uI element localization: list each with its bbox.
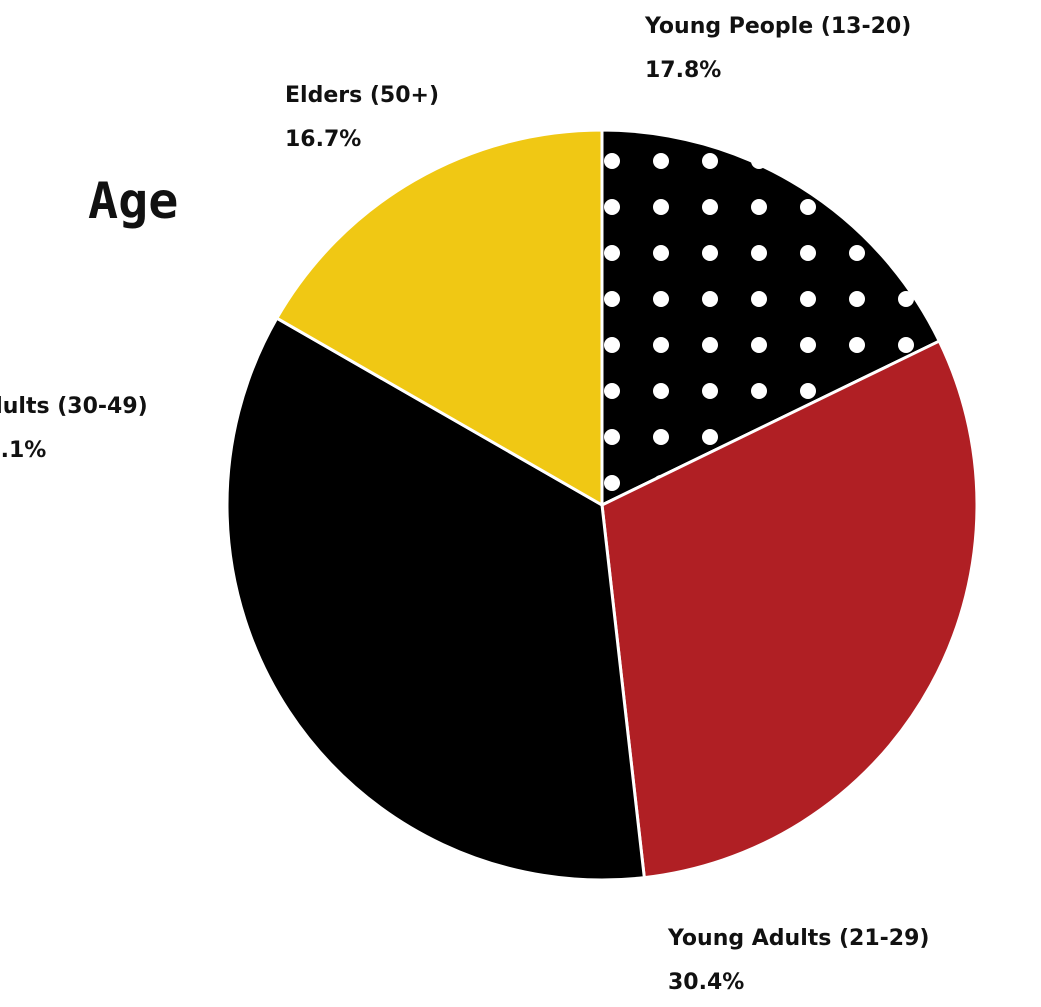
value-label: 16.7% bbox=[285, 127, 361, 152]
category-label: Young People (13-20) bbox=[644, 14, 911, 39]
value-label: 17.8% bbox=[645, 58, 721, 83]
value-label: 30.4% bbox=[668, 970, 744, 995]
chart: Age Young People (13-20) 17.8% Young Adult… bbox=[0, 0, 1041, 1007]
value-label: 35.1% bbox=[0, 438, 46, 463]
category-label: Elders (50+) bbox=[285, 83, 439, 108]
category-label: Young Adults (21-29) bbox=[667, 926, 929, 951]
category-label: Adults (30-49) bbox=[0, 394, 148, 419]
chart-title: Age bbox=[88, 172, 178, 230]
